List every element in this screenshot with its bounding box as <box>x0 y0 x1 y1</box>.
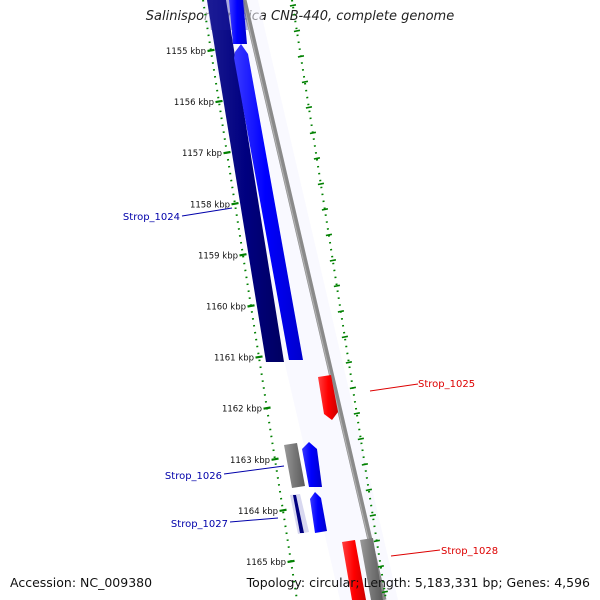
scale-minor-tick <box>353 412 361 415</box>
scale-minor-tick <box>293 29 301 33</box>
scale-major-tick <box>287 559 295 564</box>
scale-tick-label: 1156 kbp <box>174 98 214 108</box>
leader-line-strop-1024 <box>181 207 233 217</box>
scale-major-tick <box>255 355 263 359</box>
gene-label-strop-1027[interactable]: Strop_1027 <box>171 519 228 530</box>
gene-label-strop-1028[interactable]: Strop_1028 <box>441 546 498 557</box>
gene-feature-blue-long-upper[interactable] <box>229 0 247 44</box>
scale-ticks-inner <box>207 48 295 564</box>
scale-major-tick <box>215 99 223 104</box>
scale-major-tick <box>271 457 279 461</box>
scale-minor-tick <box>369 514 376 517</box>
gene-feature-strop-1026[interactable] <box>302 442 322 487</box>
scale-major-tick <box>231 202 239 206</box>
scale-minor-tick <box>345 361 353 364</box>
leader-line-strop-1028 <box>390 549 441 557</box>
gene-label-strop-1026[interactable]: Strop_1026 <box>165 471 222 482</box>
leader-line-strop-1025 <box>369 383 419 392</box>
scale-tick-label: 1164 kbp <box>238 507 278 517</box>
gene-feature-blue-long[interactable] <box>234 44 303 360</box>
gene-feature-strop-1027[interactable] <box>310 492 327 533</box>
scale-ticks-outer <box>289 4 388 594</box>
scale-minor-tick <box>329 259 337 262</box>
scale-minor-tick <box>325 233 333 237</box>
gene-feature-strop-1028[interactable] <box>342 540 366 600</box>
gene-feature-grey-1028[interactable] <box>360 538 383 600</box>
scale-tick-label: 1165 kbp <box>246 558 286 568</box>
scale-tick-label: 1162 kbp <box>222 405 262 415</box>
scale-minor-tick <box>365 488 373 492</box>
scale-minor-tick <box>301 80 309 84</box>
scale-tick-label: 1161 kbp <box>214 354 254 364</box>
scale-minor-tick <box>361 463 369 466</box>
scale-minor-tick <box>305 106 313 109</box>
scale-tick-label: 1155 kbp <box>166 47 206 57</box>
scale-minor-tick <box>377 565 384 568</box>
scale-tick-label: 1157 kbp <box>182 149 222 159</box>
genome-summary-text: Topology: circular; Length: 5,183,331 bp… <box>246 575 590 590</box>
scale-minor-tick <box>333 284 341 288</box>
gene-label-strop-1025[interactable]: Strop_1025 <box>418 379 475 390</box>
leader-line-strop-1027 <box>229 517 279 523</box>
scale-tick-label: 1160 kbp <box>206 303 246 313</box>
accession-text: Accession: NC_009380 <box>10 575 153 590</box>
genome-backbone <box>241 0 387 600</box>
scale-minor-tick <box>341 335 349 339</box>
scale-minor-tick <box>337 310 345 313</box>
gene-feature-grey-1026[interactable] <box>284 443 305 488</box>
gene-feature-navy-stripe-1027[interactable] <box>293 495 304 533</box>
scale-minor-tick <box>373 539 380 543</box>
scale-tick-label: 1163 kbp <box>230 456 270 466</box>
gene-feature-strop-1025[interactable] <box>318 375 338 420</box>
scale-minor-tick <box>297 55 305 58</box>
scale-tick-label: 1159 kbp <box>198 251 238 261</box>
scale-tick-labels: 1155 kbp 1156 kbp 1157 kbp 1158 kbp 1159 kbp… <box>166 47 286 568</box>
scale-minor-tick <box>321 208 329 211</box>
scale-tick-label: 1158 kbp <box>190 200 230 210</box>
gene-feature-strop-1024[interactable] <box>207 0 284 362</box>
scale-major-tick <box>239 253 247 257</box>
scale-major-tick <box>279 508 287 512</box>
scale-minor-tick <box>309 131 317 135</box>
scale-major-tick <box>247 304 255 308</box>
scale-minor-tick <box>317 182 325 186</box>
scale-minor-tick <box>313 157 321 160</box>
scale-major-tick <box>263 406 271 410</box>
scale-minor-tick <box>381 590 388 594</box>
leader-line-strop-1026 <box>223 465 285 475</box>
scale-minor-tick <box>289 4 297 7</box>
scale-major-tick <box>207 48 215 53</box>
scale-minor-tick <box>349 386 357 390</box>
scale-major-tick <box>223 150 231 155</box>
gene-label-strop-1024[interactable]: Strop_1024 <box>123 212 180 223</box>
scale-minor-tick <box>357 437 365 441</box>
genome-backbone-highlight <box>242 0 384 600</box>
